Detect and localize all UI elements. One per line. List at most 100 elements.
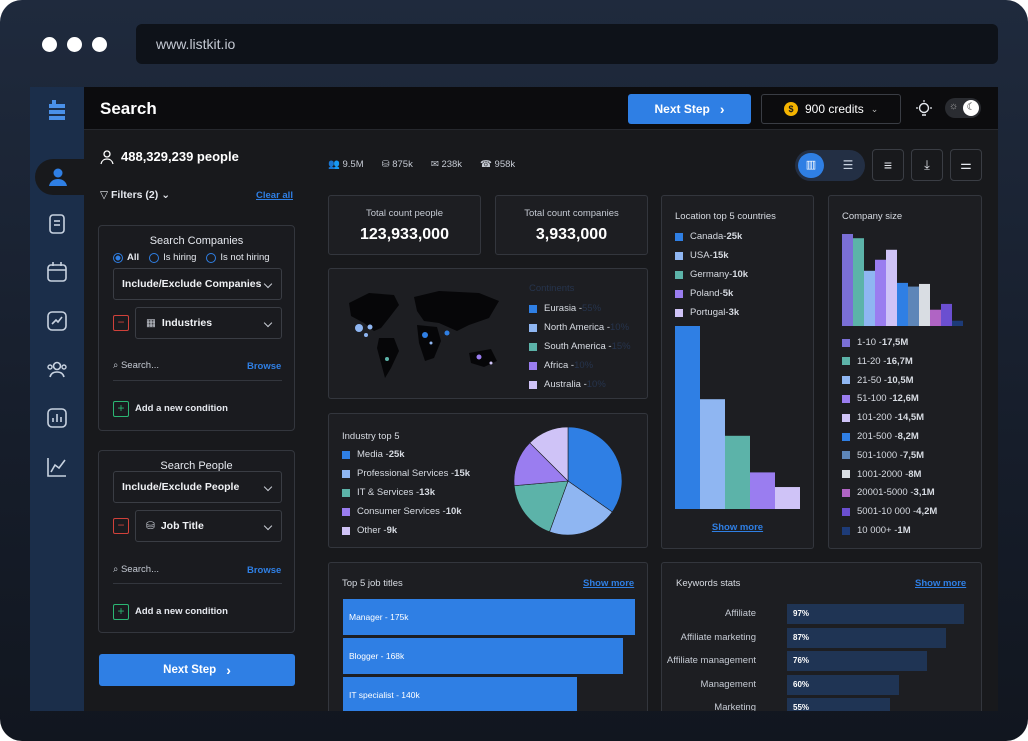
chart-view-icon[interactable]: ▥ (798, 153, 824, 178)
size-range: 21-50 - (857, 374, 888, 386)
address-bar[interactable]: www.listkit.io (136, 24, 998, 64)
keyword-label: Affiliate (725, 608, 756, 619)
next-step-label: Next Step (654, 102, 710, 116)
radio-is-hiring[interactable]: Is hiring (149, 252, 196, 263)
company-size-legend-item: 1-10 - 17,5M (842, 337, 908, 348)
filter-icon: ▽ (100, 189, 109, 201)
include-exclude-companies-select[interactable]: Include/Exclude Companies (113, 268, 282, 300)
location-bar (775, 487, 800, 509)
people-search-input[interactable]: ⌕ Search... (113, 564, 159, 575)
trend-icon[interactable] (45, 309, 69, 333)
calendar-icon[interactable] (45, 260, 69, 284)
theme-toggle[interactable]: ☼ ☾ (945, 98, 981, 118)
industry-pie-chart (513, 426, 623, 536)
view-switch: ▥ ☰ (795, 150, 865, 181)
companies-browse-link[interactable]: Browse (247, 361, 282, 372)
credits-button[interactable]: $ 900 credits ⌄ (761, 94, 901, 124)
job-title-bar[interactable]: IT specialist - 140k (343, 677, 577, 711)
location-bar (725, 435, 750, 509)
total-people-card: Total count people 123,933,000 (328, 195, 481, 255)
include-exclude-people-select[interactable]: Include/Exclude People (113, 471, 282, 503)
add-condition-icon[interactable]: + (113, 401, 129, 417)
people-browse-link[interactable]: Browse (247, 565, 282, 576)
settings-sliders-icon[interactable]: ⚌ (950, 149, 982, 181)
add-condition-icon[interactable]: + (113, 604, 129, 620)
next-step-button[interactable]: Next Step › (628, 94, 751, 124)
line-chart-icon[interactable] (45, 455, 69, 479)
keyword-bar: 87% (787, 627, 946, 648)
users-icon[interactable] (45, 357, 69, 381)
window-dot-maximize[interactable] (92, 37, 107, 52)
clear-all-link[interactable]: Clear all (256, 190, 293, 201)
keyword-label: Marketing (714, 702, 756, 711)
legend-swatch (529, 323, 537, 332)
company-size-bar (941, 303, 952, 326)
legend-swatch (842, 394, 850, 403)
industry-name: Other - (357, 525, 387, 536)
remove-condition-button[interactable]: − (113, 315, 129, 331)
location-show-more[interactable]: Show more (711, 522, 764, 533)
company-size-bar (864, 270, 875, 326)
location-legend-item: Poland- 5k (675, 288, 733, 299)
legend-swatch (842, 357, 850, 366)
size-value: 8,2M (897, 431, 919, 442)
job-title-bar[interactable]: Blogger - 168k (343, 638, 623, 674)
radio-not-hiring[interactable]: Is not hiring (206, 252, 270, 263)
location-legend-item: Portugal- 3k (675, 307, 739, 318)
company-size-legend-item: 201-500 - 8,2M (842, 431, 919, 442)
next-step-bottom-button[interactable]: Next Step › (99, 654, 295, 686)
industry-card: Industry top 5 Media - 25k Professional S… (328, 413, 648, 548)
legend-swatch (675, 308, 683, 317)
stat-email: ✉ 238k (431, 159, 462, 170)
sidebar-rail (30, 87, 84, 711)
size-range: 11-20 - (857, 355, 887, 367)
filters-toggle[interactable]: ▽ Filters (2) ⌄ (100, 189, 170, 201)
legend-swatch (675, 232, 683, 241)
country-name: Germany- (690, 269, 733, 280)
legend-swatch (675, 289, 683, 298)
job-titles-show-more[interactable]: Show more (583, 578, 635, 589)
legend-swatch (675, 251, 683, 260)
companies-add-condition[interactable]: Add a new condition (135, 403, 228, 414)
company-size-bar (952, 320, 963, 326)
continent-legend-item: South America - 15% (529, 341, 631, 352)
keyword-label: Affiliate marketing (680, 631, 756, 643)
add-list-icon[interactable]: ≡ (872, 149, 904, 181)
continent-pct: 55% (582, 303, 602, 314)
legend-swatch (842, 470, 850, 479)
company-size-legend-item: 51-100 - 12,6M (842, 393, 919, 404)
stat-database: ⛁ 875k (382, 159, 413, 170)
keywords-show-more[interactable]: Show more (915, 578, 967, 589)
listkit-logo-icon[interactable] (45, 99, 69, 123)
person-icon[interactable] (46, 165, 70, 189)
continent-name: Australia - (544, 379, 587, 390)
size-range: 201-500 - (857, 431, 898, 442)
chevron-right-icon: › (719, 101, 725, 117)
keyword-label: Affiliate management (666, 655, 756, 666)
people-add-condition[interactable]: Add a new condition (135, 606, 228, 617)
person-outline-icon (100, 150, 114, 165)
job-title-select[interactable]: ⛁ Job Title (135, 510, 282, 542)
bar-chart-icon[interactable] (45, 406, 69, 430)
remove-condition-button[interactable]: − (113, 518, 129, 534)
continent-name: South America - (544, 341, 612, 352)
lightbulb-icon[interactable] (915, 99, 933, 119)
radio-all[interactable]: All (113, 252, 139, 263)
companies-search-input[interactable]: ⌕ Search... (113, 360, 159, 371)
location-legend-item: Canada- 25k (675, 231, 742, 242)
continent-pct: 10% (610, 322, 630, 333)
job-title-bar[interactable]: Manager - 175k (343, 599, 635, 635)
location-legend-item: USA- 15k (675, 250, 729, 261)
people-count: 488,329,239 people (121, 149, 239, 164)
list-view-icon[interactable]: ☰ (842, 158, 854, 172)
job-titles-title: Top 5 job titles (342, 578, 403, 589)
divider (113, 583, 282, 584)
download-icon[interactable]: ⤓ (911, 149, 943, 181)
company-size-bar (875, 259, 886, 326)
window-dot-minimize[interactable] (67, 37, 82, 52)
window-dot-close[interactable] (42, 37, 57, 52)
industry-name: IT & Services - (357, 487, 420, 498)
document-icon[interactable] (45, 212, 69, 236)
size-range: 1-10 - (857, 337, 882, 348)
industries-select[interactable]: ▦ Industries (135, 307, 282, 339)
